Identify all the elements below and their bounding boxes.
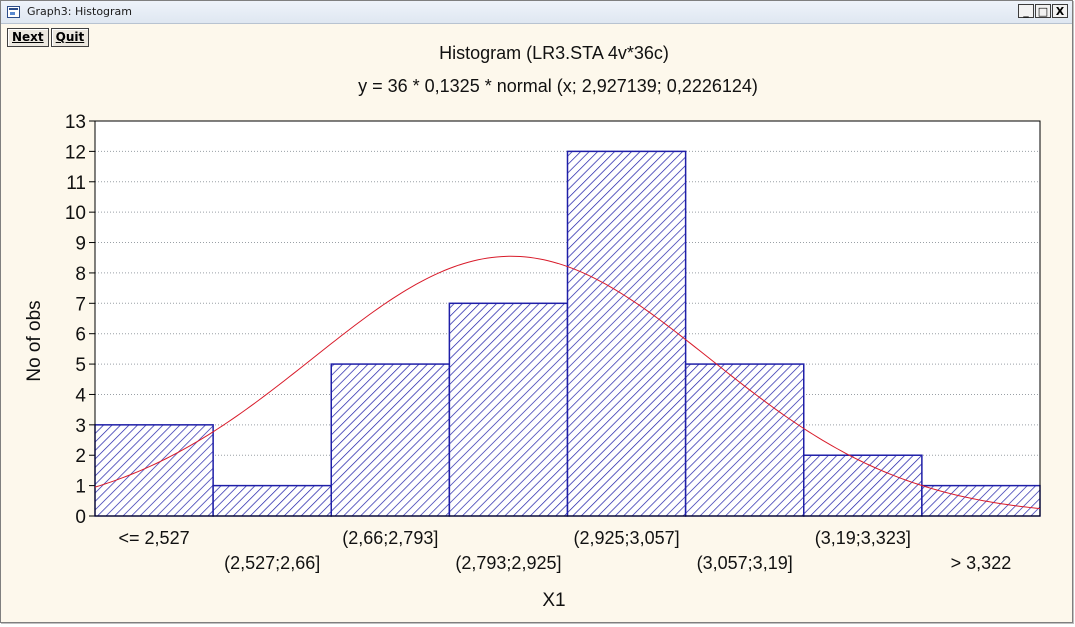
histogram-bar bbox=[330, 363, 451, 517]
y-tick-label: 1 bbox=[75, 477, 86, 498]
x-category-label: <= 2,527 bbox=[119, 528, 190, 548]
y-tick-label: 6 bbox=[75, 325, 86, 346]
window-title: Graph3: Histogram bbox=[27, 5, 133, 18]
normal-fit-curve bbox=[94, 255, 1041, 510]
y-tick-label: 0 bbox=[75, 507, 86, 528]
y-tick-label: 10 bbox=[65, 203, 86, 224]
chart-subtitle: y = 36 * 0,1325 * normal (x; 2,927139; 0… bbox=[358, 76, 758, 96]
histogram-bar bbox=[803, 454, 923, 517]
graph-window-icon bbox=[7, 6, 20, 18]
histogram-bar bbox=[684, 363, 805, 517]
y-tick-label: 9 bbox=[75, 234, 86, 255]
window-controls: _ □ X bbox=[1017, 4, 1068, 18]
y-tick-label: 7 bbox=[75, 294, 86, 315]
title-bar[interactable]: Graph3: Histogram _ □ X bbox=[1, 1, 1072, 24]
y-tick-label: 11 bbox=[66, 173, 86, 194]
minimize-button[interactable]: _ bbox=[1018, 4, 1034, 18]
chart-title: Histogram (LR3.STA 4v*36c) bbox=[439, 43, 669, 63]
histogram-bar bbox=[921, 484, 1041, 517]
graph-toolbar: Next Quit bbox=[7, 28, 90, 47]
histogram-bar bbox=[566, 150, 687, 517]
x-category-label: (2,527;2,66] bbox=[224, 553, 320, 573]
y-tick-label: 5 bbox=[75, 355, 86, 376]
y-tick-label: 13 bbox=[65, 112, 86, 133]
y-tick-label: 2 bbox=[75, 446, 86, 467]
x-category-label: (3,057;3,19] bbox=[697, 553, 793, 573]
plot-frame bbox=[94, 120, 1041, 517]
x-category-label: (2,793;2,925] bbox=[455, 553, 561, 573]
maximize-button[interactable]: □ bbox=[1035, 4, 1051, 18]
histogram-bar bbox=[448, 302, 569, 517]
close-button[interactable]: X bbox=[1052, 4, 1068, 18]
y-tick-label: 12 bbox=[65, 142, 86, 163]
x-category-label: (2,66;2,793] bbox=[342, 528, 438, 548]
x-category-label: (3,19;3,323] bbox=[815, 528, 911, 548]
y-tick-label: 3 bbox=[75, 416, 86, 437]
next-button[interactable]: Next bbox=[7, 28, 49, 47]
y-tick-label: 8 bbox=[75, 264, 86, 285]
histogram-bar bbox=[212, 484, 332, 517]
x-axis-label: X1 bbox=[542, 590, 565, 611]
x-category-label: (2,925;3,057] bbox=[574, 528, 680, 548]
x-category-label: > 3,322 bbox=[951, 553, 1012, 573]
quit-button[interactable]: Quit bbox=[50, 28, 90, 47]
y-axis-label: No of obs bbox=[24, 300, 45, 381]
y-tick-label: 4 bbox=[75, 385, 86, 406]
histogram-bar bbox=[94, 424, 214, 517]
